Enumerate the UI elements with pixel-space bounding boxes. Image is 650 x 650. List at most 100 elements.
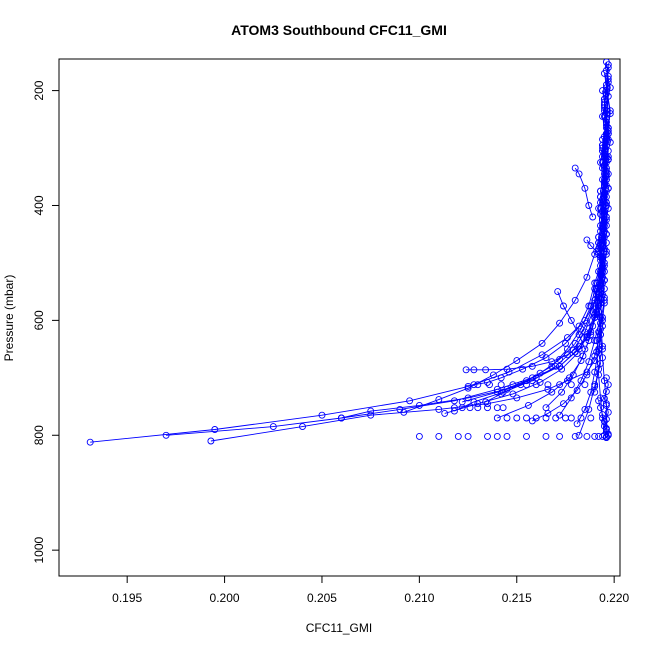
data-point	[595, 345, 603, 353]
data-point	[575, 170, 583, 178]
series-line	[586, 239, 601, 258]
data-point	[595, 432, 603, 440]
y-axis-label: Pressure (mbar)	[2, 275, 16, 362]
data-point	[532, 414, 540, 422]
series-line	[210, 61, 609, 442]
series-line	[403, 93, 607, 413]
data-point	[595, 397, 603, 405]
data-point	[493, 404, 501, 412]
data-point	[567, 414, 575, 422]
x-tick-label: 0.205	[307, 591, 337, 605]
data-point	[600, 207, 608, 215]
data-point	[591, 381, 599, 389]
data-point	[544, 409, 552, 417]
data-point	[552, 414, 560, 422]
data-point	[497, 374, 505, 382]
data-point	[587, 331, 595, 339]
data-point	[542, 414, 550, 422]
data-point	[571, 164, 579, 172]
x-tick-label: 0.210	[404, 591, 434, 605]
data-point	[591, 388, 599, 396]
data-point	[524, 401, 532, 409]
data-point	[542, 354, 550, 362]
y-tick-label: 600	[32, 310, 46, 330]
data-point	[599, 432, 606, 440]
data-point	[337, 414, 345, 422]
data-point	[519, 365, 527, 373]
data-point	[569, 346, 577, 354]
x-axis: 0.195 0.200 0.205 0.210 0.215 0.220	[112, 575, 629, 605]
data-point	[464, 384, 472, 392]
data-point	[509, 381, 517, 389]
data-point	[600, 395, 608, 402]
data-point	[474, 404, 482, 412]
series-line	[598, 400, 609, 435]
data-point	[462, 366, 470, 374]
data-point	[499, 404, 507, 412]
data-point	[600, 170, 608, 178]
data-point	[585, 358, 593, 366]
data-point	[367, 407, 375, 415]
data-point	[400, 408, 408, 416]
data-point	[523, 414, 530, 422]
data-point	[567, 381, 575, 389]
data-point	[162, 431, 170, 439]
data-point	[497, 390, 505, 398]
data-point	[604, 184, 612, 192]
data-point	[587, 242, 595, 250]
data-point	[575, 431, 583, 439]
data-point	[597, 299, 604, 307]
data-point	[567, 316, 575, 324]
data-point	[269, 423, 277, 431]
data-point	[536, 369, 544, 377]
data-point	[591, 368, 599, 376]
data-point	[367, 411, 375, 419]
data-point	[600, 276, 608, 284]
data-point	[556, 355, 564, 363]
x-tick-label: 0.195	[112, 591, 142, 605]
data-point	[606, 107, 614, 115]
data-point	[599, 411, 606, 419]
data-point	[554, 288, 562, 296]
series-line	[574, 167, 594, 218]
data-point	[489, 371, 497, 379]
data-point	[604, 147, 612, 155]
x-tick-label: 0.220	[599, 591, 629, 605]
data-point	[597, 253, 604, 261]
data-point	[560, 302, 567, 310]
data-point	[587, 388, 595, 396]
data-point	[435, 405, 443, 413]
data-point	[499, 388, 507, 396]
data-point	[577, 414, 585, 422]
data-point	[415, 432, 423, 440]
series-line	[557, 291, 586, 350]
data-point	[484, 378, 491, 386]
data-point	[599, 253, 606, 261]
data-point	[593, 337, 601, 344]
data-point	[597, 404, 604, 412]
data-point	[548, 388, 556, 396]
data-point	[591, 337, 599, 344]
y-tick-label: 1000	[32, 536, 46, 563]
data-point	[482, 366, 490, 374]
series-layer	[86, 59, 614, 446]
data-point	[567, 394, 575, 402]
data-point	[513, 357, 521, 365]
data-point	[573, 420, 581, 428]
series-line	[444, 90, 609, 414]
data-point	[406, 397, 414, 405]
data-point	[523, 432, 530, 440]
data-point	[583, 273, 591, 281]
data-point	[583, 236, 591, 244]
y-tick-label: 800	[32, 425, 46, 445]
data-point	[571, 339, 579, 347]
data-point	[602, 374, 610, 382]
data-point	[458, 404, 466, 412]
data-point	[591, 432, 599, 440]
y-axis: 200 400 600 800 1000	[32, 80, 60, 564]
data-point	[585, 202, 593, 209]
data-point	[532, 381, 540, 389]
data-point	[602, 388, 610, 396]
data-point	[571, 296, 579, 304]
data-point	[579, 352, 587, 360]
